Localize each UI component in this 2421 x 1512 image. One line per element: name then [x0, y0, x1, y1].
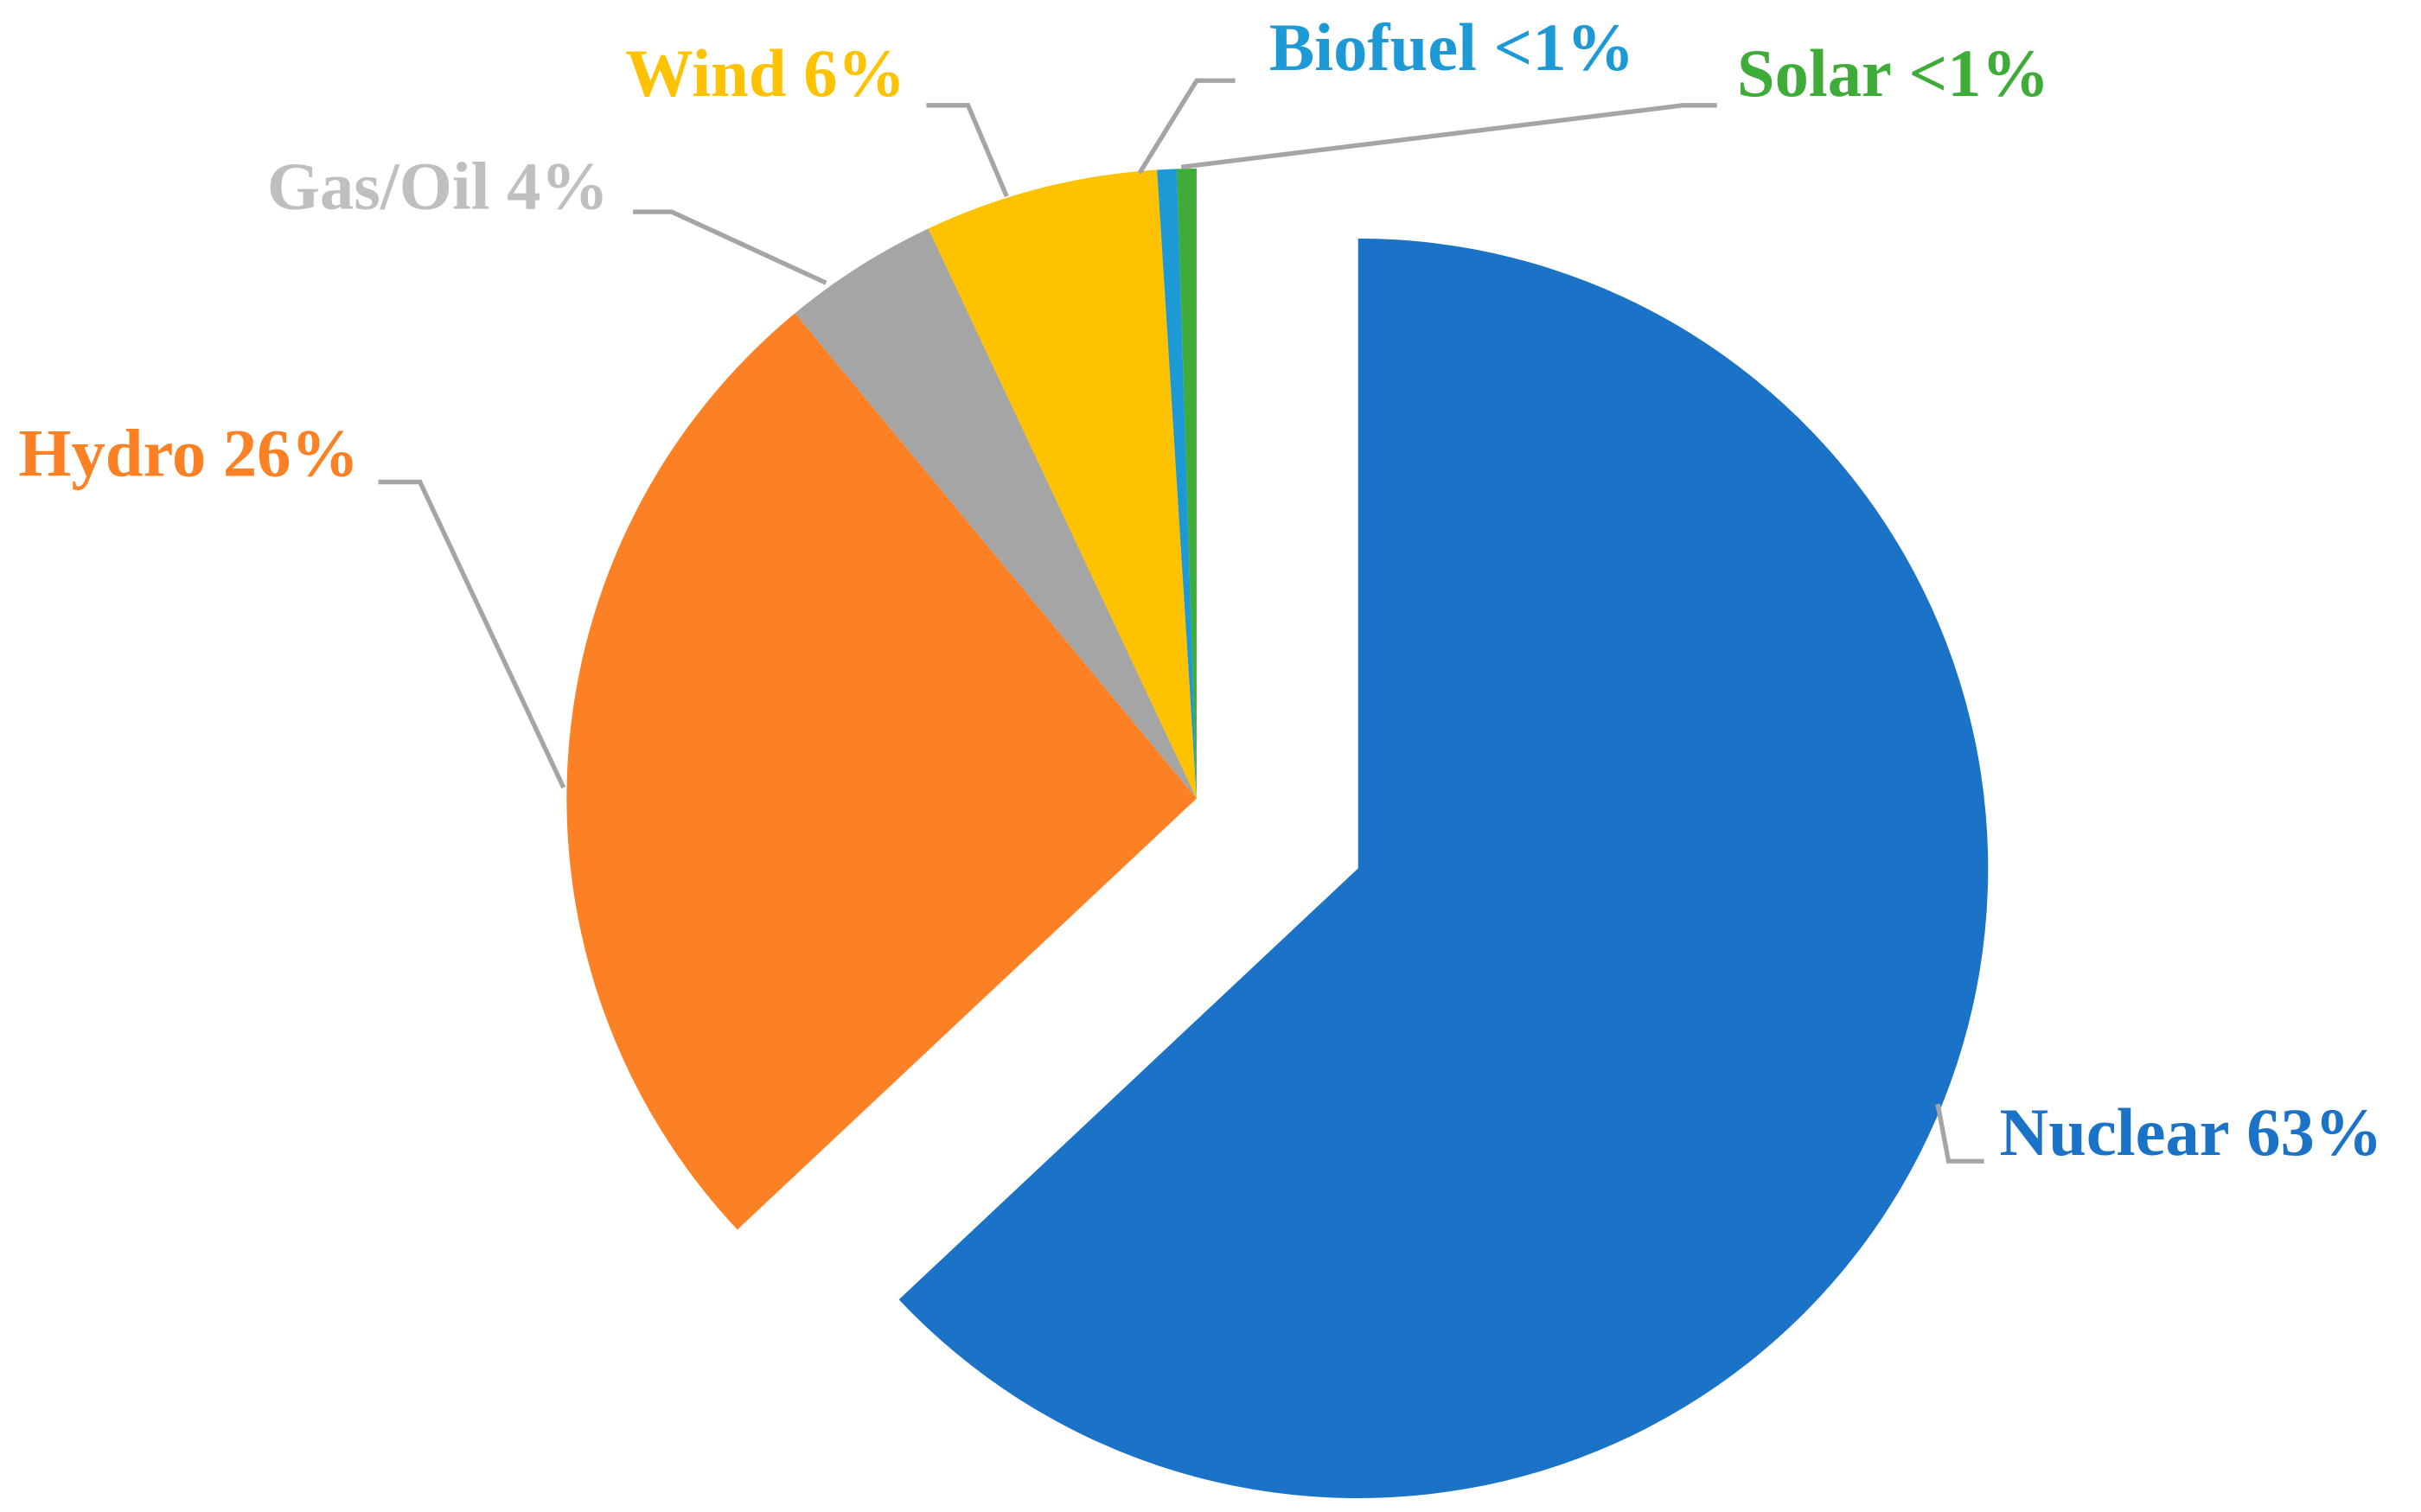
value-label: 4% — [507, 149, 609, 224]
category-name: Hydro — [18, 416, 206, 491]
category-name: Solar — [1737, 35, 1892, 111]
data-label: Gas/Oil 4% — [267, 149, 609, 224]
leader-line — [926, 103, 1009, 198]
category-name: Wind — [625, 35, 786, 111]
leader-line — [1137, 78, 1236, 175]
leader-line — [1180, 103, 1717, 169]
data-label: Solar <1% — [1737, 35, 2049, 111]
value-label: 6% — [803, 35, 905, 111]
category-name: Biofuel — [1269, 10, 1477, 85]
category-name: Gas/Oil — [267, 149, 490, 224]
pie-slice — [1157, 169, 1197, 799]
leader-line — [378, 479, 566, 789]
value-label: <1% — [1494, 10, 1635, 85]
value-label: 63% — [2246, 1094, 2382, 1170]
pie-slice — [566, 313, 1197, 1230]
pie-slice — [898, 238, 1989, 1499]
pie-slice — [1177, 169, 1197, 799]
data-label: Wind 6% — [625, 35, 905, 111]
pie-slice — [928, 169, 1197, 799]
data-label: Hydro 26% — [18, 416, 359, 491]
pie-slice — [795, 228, 1197, 799]
category-name: Nuclear — [2000, 1094, 2230, 1170]
data-label: Biofuel <1% — [1269, 10, 1634, 85]
value-label: 26% — [223, 416, 359, 491]
data-label: Nuclear 63% — [2000, 1094, 2383, 1170]
leader-line — [1935, 1103, 1984, 1164]
leader-line — [633, 209, 827, 285]
value-label: <1% — [1909, 35, 2050, 111]
